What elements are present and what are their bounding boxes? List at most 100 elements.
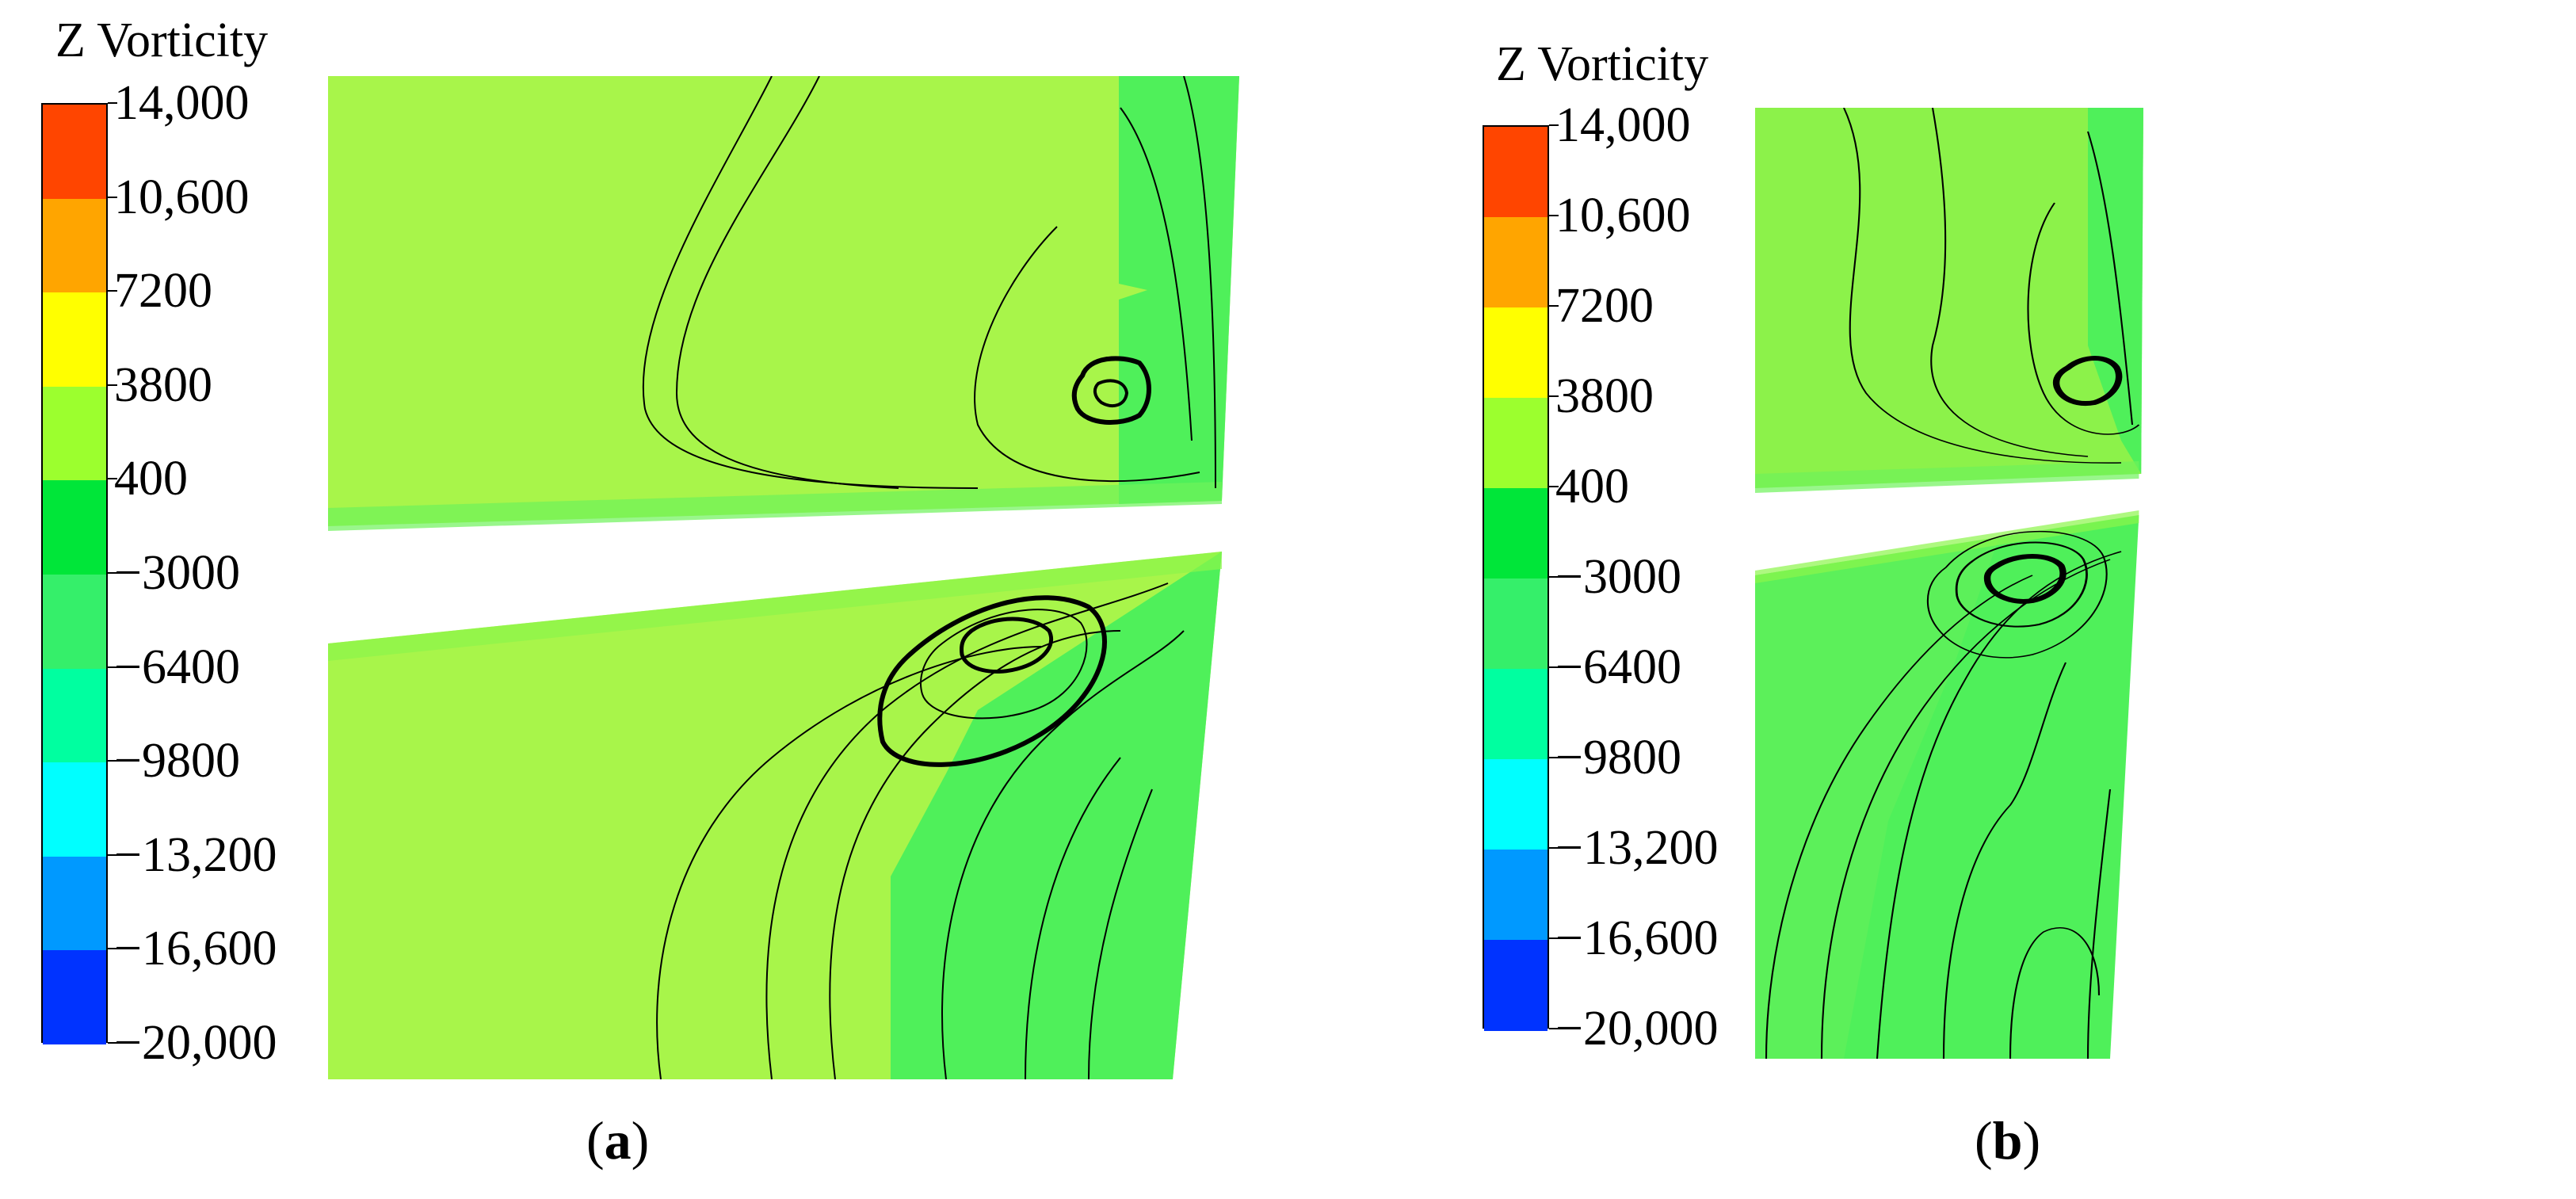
colorbar-b	[1483, 125, 1549, 1031]
streamline-b1	[1930, 108, 2089, 457]
upper-region-b	[1755, 108, 2143, 488]
streamline-a7	[765, 582, 1169, 1079]
colorbar-band	[43, 198, 106, 293]
colorbar-tick-mark	[108, 572, 117, 574]
streamline-a3	[974, 226, 1200, 483]
lower-right-band-a	[891, 552, 1222, 1079]
colorbar-tick-label: −6400	[1555, 640, 1681, 694]
colorbar-tick-mark	[1549, 124, 1559, 126]
colorbar-tick-mark	[1549, 757, 1559, 758]
panel-b: Z Vorticity 14,000 10,600 7200 3800 400 −3000…	[1288, 0, 2576, 1199]
vortex-upper-a	[1071, 356, 1151, 425]
colorbar-tick-label: 400	[1555, 460, 1629, 514]
colorbar-tick-mark	[108, 948, 117, 950]
colorbar-tick-label: −9800	[114, 734, 240, 789]
upper-edge-noise-b	[1755, 461, 2139, 493]
colorbar-tick-label: −20,000	[114, 1016, 277, 1070]
colorbar-tick-label: 400	[114, 452, 188, 506]
colorbar-tick-mark	[108, 760, 117, 762]
streamline-b6	[1820, 559, 2111, 1059]
slit-b	[1755, 479, 2139, 571]
colorbar-tick-label: −20,000	[1555, 1002, 1719, 1056]
colorbar-tick-mark	[1549, 847, 1559, 849]
streamline-b5	[1876, 551, 2122, 1059]
colorbar-tick-mark	[1549, 486, 1559, 487]
colorbar-band	[43, 292, 106, 388]
streamline-a6	[829, 630, 1121, 1079]
vortex-lower-a	[877, 595, 1107, 767]
colorbar-band	[1484, 940, 1548, 1031]
colorbar-tick-label: −6400	[114, 640, 240, 694]
colorbar-band	[43, 762, 106, 857]
lower-edge-noise-b	[1755, 510, 2139, 583]
upper-region-a	[328, 76, 1239, 526]
colorbar-tick-label: 7200	[114, 264, 212, 319]
streamline-b3	[2027, 202, 2140, 435]
colorbar-band	[43, 105, 106, 200]
colorbar-tick-mark	[108, 666, 117, 668]
colorbar-tick-label: 3800	[1555, 369, 1654, 423]
lower-edge-noise-a	[328, 552, 1222, 661]
colorbar-tick-mark	[1549, 666, 1559, 668]
colorbar-tick-mark	[108, 384, 117, 386]
colorbar-band	[43, 950, 106, 1045]
streamline-b9	[2086, 789, 2112, 1059]
legend-title-b: Z Vorticity	[1496, 37, 1709, 91]
colorbar-tick-mark	[1549, 1028, 1559, 1029]
streamline-a2	[642, 76, 979, 489]
panel-a: Z Vorticity 14,000 10,600 7200 3800 400 −3000…	[41, 13, 1239, 1170]
colorbar-band	[1484, 217, 1548, 308]
colorbar-band	[1484, 127, 1548, 218]
caption-b: (b)	[1975, 1110, 2041, 1170]
vortex-upper-b	[2052, 356, 2123, 406]
vortex-lower-ring-a	[920, 609, 1088, 720]
colorbar-tick-mark	[1549, 305, 1559, 307]
streamline-b10	[1765, 575, 2033, 1059]
colorbar-tick-mark	[108, 290, 117, 292]
colorbar-a	[41, 103, 108, 1045]
colorbar-tick-label: 7200	[1555, 279, 1654, 333]
streamline-a1	[675, 76, 899, 489]
colorbar-tick-label: 14,000	[114, 76, 250, 130]
colorbar-band	[43, 386, 106, 481]
upper-edge-noise-a	[328, 482, 1222, 531]
colorbar-band	[43, 480, 106, 575]
colorbar-band	[1484, 669, 1548, 760]
streamline-a10	[1088, 789, 1153, 1079]
colorbar-band	[1484, 759, 1548, 850]
colorbar-tick-mark	[1549, 576, 1559, 578]
colorbar-band	[1484, 488, 1548, 579]
colorbar-tick-mark	[1549, 395, 1559, 397]
vortex-lower-ring2-b	[1926, 531, 2108, 659]
vortex-lower-b	[1983, 554, 2067, 604]
colorbar-band	[1484, 398, 1548, 489]
colorbar-tick-label: −3000	[114, 546, 240, 600]
colorbar-band	[1484, 307, 1548, 399]
slit-a	[328, 504, 1223, 643]
colorbar-tick-mark	[108, 478, 117, 480]
upper-right-band-b	[2088, 108, 2143, 474]
vorticity-field-b	[1755, 108, 2143, 1059]
vortex-lower-inner-a	[960, 617, 1054, 674]
colorbar-band	[1484, 578, 1548, 670]
colorbar-tick-label: −16,600	[1555, 911, 1719, 965]
vorticity-field-a	[328, 76, 1239, 1079]
streamline-b4	[2086, 131, 2134, 426]
caption-a: (a)	[586, 1110, 650, 1170]
colorbar-band	[43, 575, 106, 670]
colorbar-tick-mark	[1549, 937, 1559, 939]
vortex-upper-inner-a	[1093, 379, 1129, 407]
streamline-b7	[1942, 662, 2067, 1059]
colorbar-tick-label: −9800	[1555, 731, 1681, 785]
colorbar-tick-label: −13,200	[114, 827, 277, 882]
vortex-lower-ring-b	[1955, 541, 2088, 628]
colorbar-tick-label: 10,600	[1555, 189, 1691, 242]
streamline-a8	[941, 630, 1185, 1079]
streamline-a4	[1120, 107, 1193, 441]
colorbar-tick-label: 14,000	[1555, 98, 1691, 152]
colorbar-band	[43, 856, 106, 951]
streamline-b2	[1843, 108, 2122, 464]
colorbar-tick-label: 3800	[114, 357, 212, 412]
streamline-a9	[1025, 757, 1121, 1079]
colorbar-band	[43, 668, 106, 763]
